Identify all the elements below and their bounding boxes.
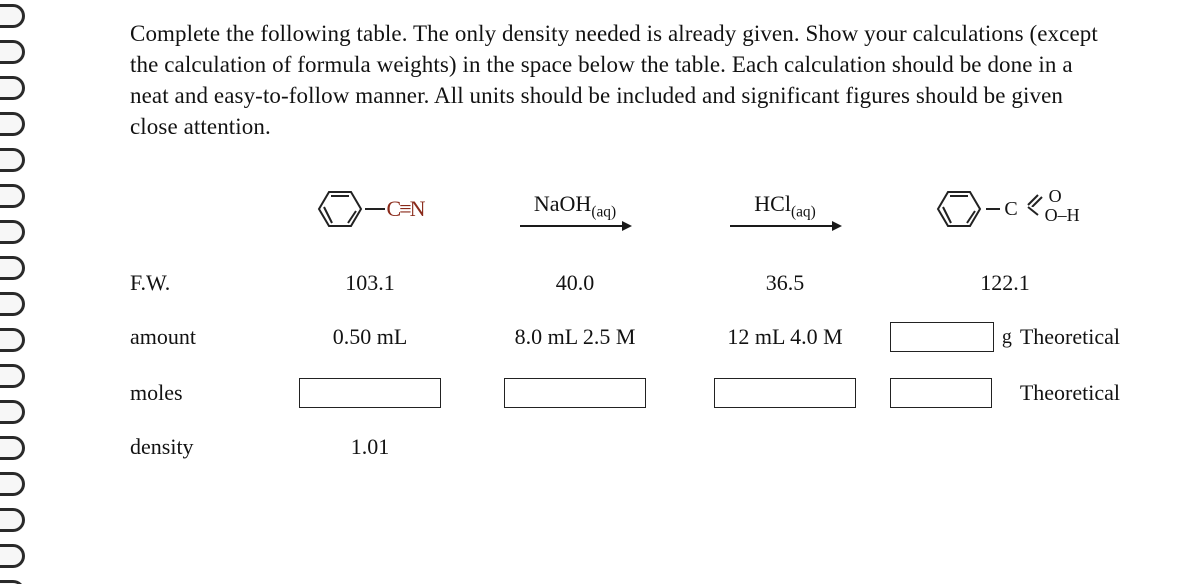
amount-col4: g Theoretical [890,322,1120,352]
theoretical-label: Theoretical [1020,380,1120,406]
row-label-density: density [130,434,270,460]
spiral-binding [0,0,28,584]
header-naoh: NaOH(aq) [470,174,680,244]
data-table: C≡N NaOH(aq) HCl(aq) [130,174,1110,460]
instructions-text: Complete the following table. The only d… [130,18,1110,142]
fw-col1: 103.1 [270,270,470,296]
moles-col1 [270,378,470,408]
row-label-fw: F.W. [130,270,270,296]
density-col1: 1.01 [270,434,470,460]
amount-col3: 12 mL 4.0 M [680,324,890,350]
moles-col2 [470,378,680,408]
benzene-ring-icon [317,189,363,229]
moles-blank-input[interactable] [714,378,856,408]
amount-col1: 0.50 mL [270,324,470,350]
moles-col3 [680,378,890,408]
fw-col3: 36.5 [680,270,890,296]
moles-blank-input[interactable] [299,378,441,408]
carboxyl-c: C [1004,198,1017,221]
row-label-amount: amount [130,324,270,350]
cyano-label: C≡N [387,196,424,222]
moles-col4: Theoretical [890,378,1120,408]
worksheet-page: Complete the following table. The only d… [130,18,1110,460]
grams-label: g [1002,326,1012,349]
fw-col4: 122.1 [890,270,1120,296]
fw-col2: 40.0 [470,270,680,296]
carboxyl-group: O O–H [1020,188,1074,230]
header-hcl: HCl(aq) [680,174,890,244]
row-label-moles: moles [130,380,270,406]
header-benzoic-acid: C O O–H [890,174,1120,244]
theoretical-label: Theoretical [1020,324,1120,350]
benzene-ring-icon [936,189,982,229]
reaction-arrow-icon [730,225,840,227]
naoh-sub: (aq) [591,204,616,221]
moles-blank-input[interactable] [890,378,992,408]
hcl-sub: (aq) [791,204,816,221]
amount-col2: 8.0 mL 2.5 M [470,324,680,350]
reaction-arrow-icon [520,225,630,227]
hcl-label: HCl [754,191,791,216]
header-benzonitrile: C≡N [270,174,470,244]
amount-blank-input[interactable] [890,322,994,352]
naoh-label: NaOH [534,191,591,216]
moles-blank-input[interactable] [504,378,646,408]
